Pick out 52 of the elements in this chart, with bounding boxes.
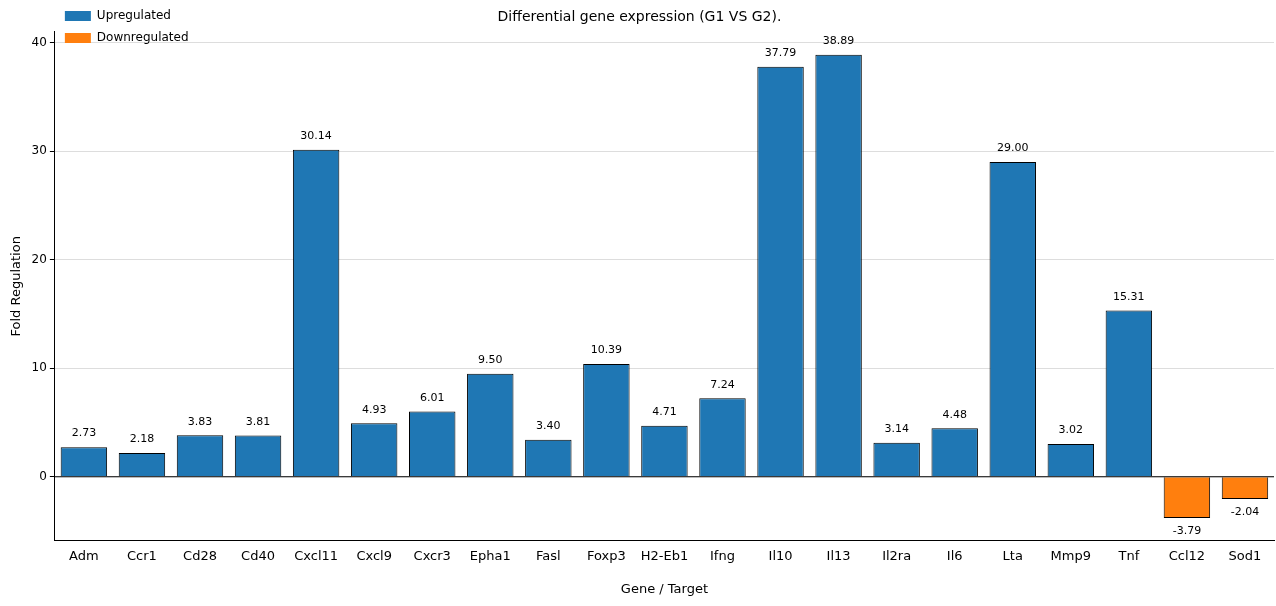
text: 3.40 <box>536 419 561 433</box>
text: 4.48 <box>942 407 967 421</box>
x-tick-label: Cxcl11 <box>294 547 339 563</box>
text: 2.18 <box>129 432 155 446</box>
text: 29.00 <box>997 141 1029 155</box>
y-tick-label: 10 <box>31 360 47 375</box>
x-tick-label: Il2ra <box>882 547 912 563</box>
legend-label: Upregulated <box>96 8 171 23</box>
text: 15.31 <box>1113 289 1145 303</box>
text: 3.83 <box>187 414 213 428</box>
text: 3.14 <box>884 422 909 436</box>
x-tick-label: Fasl <box>536 547 561 563</box>
x-tick-label: Il13 <box>826 547 851 563</box>
text: -3.79 <box>1172 524 1202 538</box>
text: 10.39 <box>590 343 623 357</box>
x-tick-label: Ccr1 <box>127 547 157 563</box>
x-tick-label: Ccl12 <box>1168 547 1206 563</box>
y-tick-label: 20 <box>31 251 47 266</box>
x-tick-label: Il10 <box>768 547 793 563</box>
text: -2.04 <box>1230 505 1260 519</box>
x-tick-label: Il6 <box>946 547 963 563</box>
x-axis-title: Gene / Target <box>620 580 709 596</box>
text: 4.93 <box>361 402 387 416</box>
y-tick-label: 30 <box>31 143 47 158</box>
text: 3.81 <box>245 414 271 428</box>
legend-label: Downregulated <box>96 30 189 45</box>
text: 3.02 <box>1058 423 1084 437</box>
x-tick-label: Cxcl9 <box>356 547 392 563</box>
x-tick-label: Tnf <box>1117 547 1140 563</box>
x-tick-label: Epha1 <box>469 547 511 563</box>
text: 9.50 <box>478 353 503 367</box>
x-tick-label: Ifng <box>710 547 735 563</box>
x-tick-label: H2-Eb1 <box>640 547 689 563</box>
text: 7.24 <box>710 377 735 391</box>
y-tick-label: 0 <box>39 468 47 483</box>
text: 6.01 <box>419 390 445 404</box>
text: 37.79 <box>764 46 797 59</box>
y-tick-label: 40 <box>31 34 47 49</box>
text: 30.14 <box>300 129 332 143</box>
x-tick-label: Mmp9 <box>1050 547 1092 563</box>
x-tick-label: Lta <box>1002 547 1023 563</box>
x-tick-label: Cd28 <box>183 547 217 563</box>
text: 4.71 <box>652 405 677 419</box>
x-tick-label: Foxp3 <box>586 547 626 563</box>
x-tick-label: Cxcr3 <box>413 547 451 563</box>
x-tick-label: Cd40 <box>241 547 275 563</box>
text: 2.73 <box>71 426 97 440</box>
y-axis-title: Fold Regulation <box>8 236 24 337</box>
text: 38.89 <box>822 34 855 48</box>
x-tick-label: Adm <box>69 547 99 563</box>
x-tick-label: Sod1 <box>1228 547 1262 563</box>
chart-title: Differential gene expression (G1 VS G2). <box>497 8 782 25</box>
